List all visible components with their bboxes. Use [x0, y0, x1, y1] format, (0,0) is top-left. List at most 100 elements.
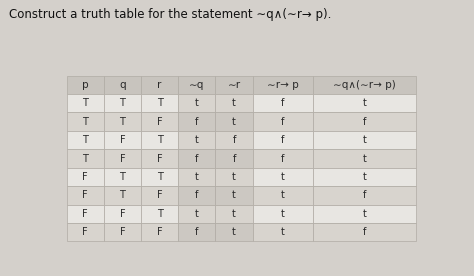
Text: T: T — [82, 98, 88, 108]
Text: F: F — [119, 153, 125, 163]
Bar — [253, 186, 313, 205]
Bar — [253, 94, 313, 112]
Text: t: t — [281, 227, 285, 237]
Bar — [178, 168, 216, 186]
Bar — [104, 131, 141, 149]
Text: f: f — [281, 135, 285, 145]
Text: t: t — [232, 227, 236, 237]
Text: t: t — [195, 135, 199, 145]
Bar — [313, 223, 416, 242]
Bar — [313, 205, 416, 223]
Text: T: T — [119, 190, 125, 200]
Bar — [66, 112, 104, 131]
Bar — [66, 149, 104, 168]
Text: t: t — [195, 98, 199, 108]
Bar — [104, 149, 141, 168]
Bar — [141, 223, 178, 242]
Bar — [313, 186, 416, 205]
Text: T: T — [119, 117, 125, 127]
Text: T: T — [157, 172, 163, 182]
Text: q: q — [119, 80, 126, 90]
Text: t: t — [232, 190, 236, 200]
Bar — [104, 223, 141, 242]
Text: T: T — [157, 98, 163, 108]
Text: t: t — [281, 172, 285, 182]
Bar — [178, 131, 216, 149]
Text: T: T — [157, 209, 163, 219]
Bar — [141, 131, 178, 149]
Bar — [313, 94, 416, 112]
Bar — [141, 168, 178, 186]
Text: t: t — [232, 172, 236, 182]
Text: f: f — [232, 153, 236, 163]
Bar — [141, 112, 178, 131]
Text: f: f — [281, 117, 285, 127]
Text: f: f — [195, 117, 199, 127]
Bar — [253, 76, 313, 94]
Bar — [66, 223, 104, 242]
Text: t: t — [281, 190, 285, 200]
Text: f: f — [363, 190, 366, 200]
Text: F: F — [157, 153, 163, 163]
Text: t: t — [363, 153, 366, 163]
Text: F: F — [157, 227, 163, 237]
Bar — [66, 186, 104, 205]
Text: F: F — [82, 172, 88, 182]
Text: F: F — [119, 227, 125, 237]
Text: T: T — [157, 135, 163, 145]
Text: t: t — [363, 98, 366, 108]
Bar — [178, 223, 216, 242]
Bar — [178, 112, 216, 131]
Text: ∼q∧(∼r→ p): ∼q∧(∼r→ p) — [333, 80, 396, 90]
Text: T: T — [82, 135, 88, 145]
Bar — [141, 94, 178, 112]
Text: f: f — [363, 117, 366, 127]
Bar — [253, 205, 313, 223]
Text: ∼r: ∼r — [228, 80, 241, 90]
Bar — [216, 131, 253, 149]
Text: t: t — [281, 209, 285, 219]
Text: T: T — [119, 98, 125, 108]
Bar — [253, 223, 313, 242]
Text: T: T — [119, 172, 125, 182]
Bar — [141, 76, 178, 94]
Bar — [216, 149, 253, 168]
Bar — [313, 168, 416, 186]
Bar — [141, 205, 178, 223]
Text: t: t — [363, 172, 366, 182]
Bar — [178, 205, 216, 223]
Text: T: T — [82, 153, 88, 163]
Bar — [178, 76, 216, 94]
Bar — [66, 168, 104, 186]
Bar — [253, 149, 313, 168]
Bar — [141, 149, 178, 168]
Bar — [141, 186, 178, 205]
Bar — [313, 112, 416, 131]
Text: F: F — [157, 190, 163, 200]
Text: F: F — [82, 209, 88, 219]
Text: F: F — [82, 227, 88, 237]
Bar — [216, 76, 253, 94]
Bar — [216, 112, 253, 131]
Bar — [313, 131, 416, 149]
Text: r: r — [157, 80, 162, 90]
Text: t: t — [195, 209, 199, 219]
Text: ∼q: ∼q — [189, 80, 205, 90]
Text: t: t — [195, 172, 199, 182]
Bar — [216, 168, 253, 186]
Bar — [313, 149, 416, 168]
Bar — [104, 94, 141, 112]
Bar — [66, 131, 104, 149]
Bar — [104, 76, 141, 94]
Text: F: F — [119, 135, 125, 145]
Text: t: t — [363, 135, 366, 145]
Bar — [104, 112, 141, 131]
Bar — [216, 186, 253, 205]
Bar — [66, 76, 104, 94]
Text: T: T — [82, 117, 88, 127]
Text: F: F — [82, 190, 88, 200]
Text: f: f — [363, 227, 366, 237]
Text: t: t — [232, 117, 236, 127]
Text: t: t — [232, 209, 236, 219]
Text: f: f — [195, 227, 199, 237]
